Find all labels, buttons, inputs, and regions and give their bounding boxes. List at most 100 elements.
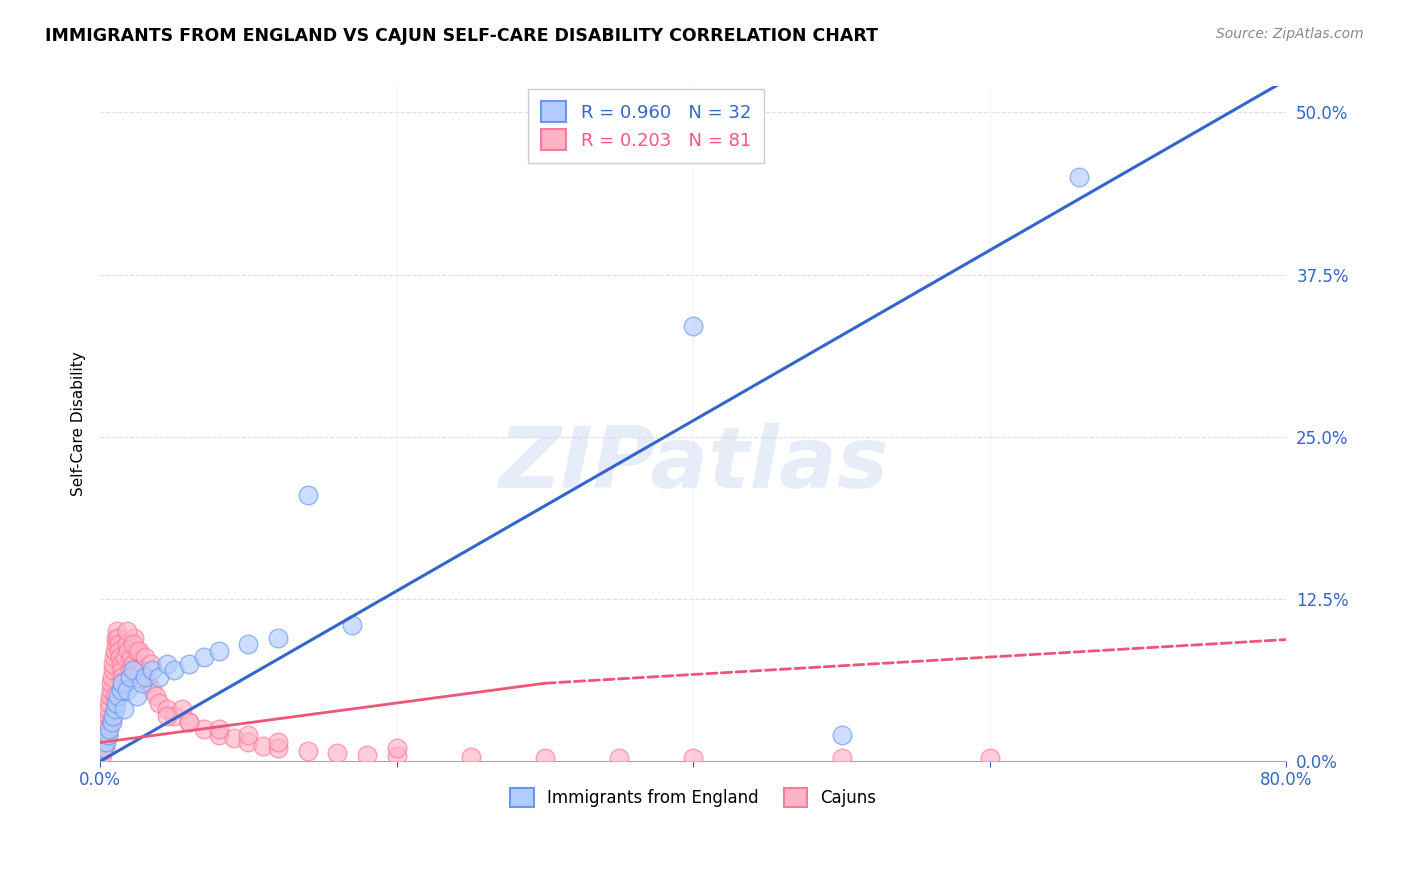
Point	[96, 728, 118, 742]
Point	[122, 631, 145, 645]
Point	[148, 670, 170, 684]
Point	[238, 637, 260, 651]
Point	[326, 746, 349, 760]
Point	[163, 663, 186, 677]
Point	[208, 728, 231, 742]
Point	[110, 657, 132, 671]
Point	[111, 676, 134, 690]
Point	[831, 751, 853, 765]
Point	[297, 744, 319, 758]
Point	[134, 650, 156, 665]
Point	[98, 722, 121, 736]
Point	[101, 715, 124, 730]
Point	[156, 657, 179, 671]
Point	[121, 657, 143, 671]
Point	[682, 319, 704, 334]
Text: ZIPatlas: ZIPatlas	[498, 423, 889, 506]
Point	[131, 676, 153, 690]
Point	[111, 663, 134, 677]
Point	[252, 739, 274, 753]
Point	[222, 731, 245, 745]
Point	[193, 722, 215, 736]
Point	[103, 708, 125, 723]
Point	[460, 750, 482, 764]
Point	[127, 689, 149, 703]
Point	[104, 644, 127, 658]
Point	[104, 702, 127, 716]
Point	[979, 751, 1001, 765]
Point	[134, 670, 156, 684]
Point	[177, 657, 200, 671]
Point	[136, 676, 159, 690]
Point	[682, 751, 704, 765]
Point	[91, 741, 114, 756]
Point	[163, 708, 186, 723]
Point	[111, 670, 134, 684]
Point	[148, 696, 170, 710]
Point	[177, 715, 200, 730]
Point	[104, 637, 127, 651]
Point	[607, 751, 630, 765]
Point	[105, 631, 128, 645]
Point	[101, 663, 124, 677]
Point	[134, 670, 156, 684]
Point	[534, 751, 557, 765]
Point	[156, 708, 179, 723]
Point	[101, 670, 124, 684]
Y-axis label: Self-Care Disability: Self-Care Disability	[72, 351, 86, 496]
Point	[103, 650, 125, 665]
Point	[93, 741, 115, 756]
Point	[117, 644, 139, 658]
Point	[118, 670, 141, 684]
Point	[121, 637, 143, 651]
Point	[170, 702, 193, 716]
Point	[112, 676, 135, 690]
Point	[156, 702, 179, 716]
Point	[107, 631, 129, 645]
Point	[98, 696, 121, 710]
Point	[100, 682, 122, 697]
Point	[96, 728, 118, 742]
Point	[356, 747, 378, 762]
Point	[145, 689, 167, 703]
Point	[96, 715, 118, 730]
Point	[103, 657, 125, 671]
Point	[121, 663, 143, 677]
Point	[104, 689, 127, 703]
Point	[193, 650, 215, 665]
Point	[110, 682, 132, 697]
Point	[93, 734, 115, 748]
Point	[107, 637, 129, 651]
Point	[98, 689, 121, 703]
Point	[297, 488, 319, 502]
Point	[128, 644, 150, 658]
Point	[385, 748, 408, 763]
Point	[1067, 170, 1090, 185]
Point	[342, 617, 364, 632]
Point	[831, 728, 853, 742]
Point	[127, 644, 149, 658]
Point	[111, 676, 134, 690]
Point	[385, 741, 408, 756]
Point	[108, 650, 131, 665]
Point	[238, 728, 260, 742]
Point	[94, 722, 117, 736]
Text: IMMIGRANTS FROM ENGLAND VS CAJUN SELF-CARE DISABILITY CORRELATION CHART: IMMIGRANTS FROM ENGLAND VS CAJUN SELF-CA…	[45, 27, 877, 45]
Point	[141, 682, 163, 697]
Point	[177, 715, 200, 730]
Point	[108, 644, 131, 658]
Point	[141, 663, 163, 677]
Point	[208, 722, 231, 736]
Text: Source: ZipAtlas.com: Source: ZipAtlas.com	[1216, 27, 1364, 41]
Point	[208, 644, 231, 658]
Point	[115, 637, 138, 651]
Point	[100, 715, 122, 730]
Point	[115, 682, 138, 697]
Point	[107, 689, 129, 703]
Point	[105, 696, 128, 710]
Point	[97, 702, 120, 716]
Point	[115, 624, 138, 639]
Point	[91, 741, 114, 756]
Point	[94, 728, 117, 742]
Point	[238, 734, 260, 748]
